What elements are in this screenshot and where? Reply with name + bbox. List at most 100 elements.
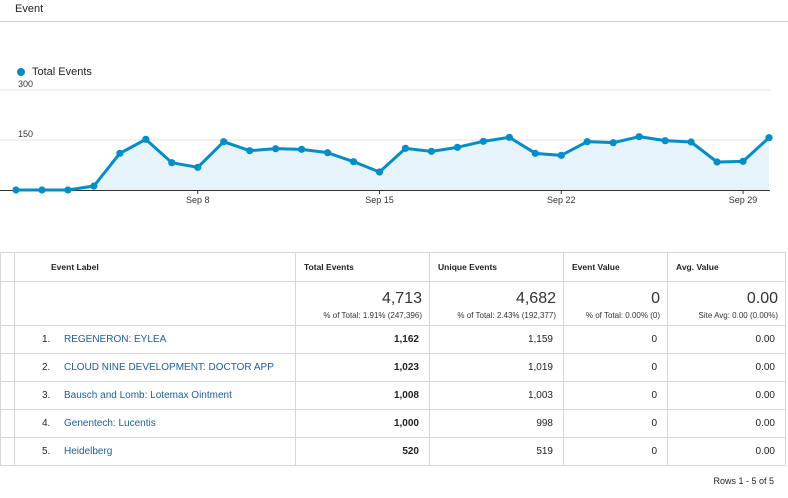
row-unique-events: 1,003 — [429, 381, 564, 410]
row-total-events: 1,008 — [295, 381, 430, 410]
avg-value-value: 0.00 — [746, 290, 778, 307]
row-avg-value: 0.00 — [667, 325, 786, 354]
event-label-link[interactable]: Heidelberg — [64, 446, 113, 457]
data-point[interactable] — [38, 186, 46, 194]
total-events-percent: % of Total: 1.91% (247,396) — [323, 311, 422, 320]
data-point[interactable] — [246, 147, 254, 155]
row-label-cell: 3. Bausch and Lomb: Lotemax Ointment — [14, 381, 296, 410]
row-unique-events: 519 — [429, 437, 564, 466]
column-header-event-value[interactable]: Event Value — [563, 252, 668, 282]
row-label-cell: 2. CLOUD NINE DEVELOPMENT: DOCTOR APP — [14, 353, 296, 382]
row-avg-value: 0.00 — [667, 437, 786, 466]
row-label-cell: 4. Genentech: Lucentis — [14, 409, 296, 438]
data-point[interactable] — [220, 138, 228, 146]
data-point[interactable] — [168, 159, 176, 167]
totals-total-events: 4,713 % of Total: 1.91% (247,396) — [295, 281, 430, 326]
series-line-total-events — [16, 135, 771, 192]
row-unique-events: 1,019 — [429, 353, 564, 382]
report-title: Event — [15, 3, 44, 15]
row-select-cell — [0, 325, 15, 354]
data-point[interactable] — [427, 147, 436, 155]
events-table-wrap: Event Label Total Events Unique Events E… — [0, 252, 788, 466]
data-point[interactable] — [272, 145, 280, 153]
event-label-link[interactable]: Bausch and Lomb: Lotemax Ointment — [64, 390, 232, 401]
row-total-events: 1,000 — [295, 409, 430, 438]
table-row: 3. Bausch and Lomb: Lotemax Ointment 1,00… — [0, 381, 786, 410]
row-select-cell — [0, 353, 15, 382]
y-tick-label: 150 — [18, 129, 33, 139]
row-total-events: 520 — [295, 437, 430, 466]
totals-event-value: 0 % of Total: 0.00% (0) — [563, 281, 668, 326]
data-point[interactable] — [661, 137, 669, 145]
table-header-row: Event Label Total Events Unique Events E… — [0, 252, 786, 282]
data-point[interactable] — [557, 151, 565, 159]
row-total-events: 1,162 — [295, 325, 430, 354]
data-point[interactable] — [323, 149, 332, 157]
data-point[interactable] — [298, 145, 306, 153]
column-header-total-events[interactable]: Total Events — [295, 252, 430, 282]
rows-count: Rows 1 - 5 of 5 — [713, 476, 774, 486]
event-value-value: 0 — [651, 290, 660, 307]
data-point[interactable] — [375, 168, 384, 176]
legend-label: Total Events — [32, 66, 92, 78]
data-point[interactable] — [453, 143, 462, 151]
row-avg-value: 0.00 — [667, 353, 786, 382]
column-header-unique-events[interactable]: Unique Events — [429, 252, 564, 282]
event-label-link[interactable]: Genentech: Lucentis — [64, 418, 156, 429]
event-label-link[interactable]: CLOUD NINE DEVELOPMENT: DOCTOR APP — [64, 362, 274, 373]
table-row: 4. Genentech: Lucentis 1,000 998 0 0.00 — [0, 409, 786, 438]
data-point[interactable] — [505, 133, 513, 141]
row-select-cell — [0, 409, 15, 438]
data-point[interactable] — [713, 158, 721, 166]
row-number: 3. — [42, 390, 51, 401]
data-point[interactable] — [739, 157, 747, 165]
data-point[interactable] — [12, 186, 20, 194]
unique-events-percent: % of Total: 2.43% (192,377) — [457, 311, 556, 320]
unique-events-value: 4,682 — [515, 290, 556, 307]
event-label-link[interactable]: REGENERON: EYLEA — [64, 334, 167, 345]
table-row: 1. REGENERON: EYLEA 1,162 1,159 0 0.00 — [0, 325, 786, 354]
data-point[interactable] — [765, 134, 773, 142]
data-point[interactable] — [142, 135, 150, 143]
chart-legend[interactable]: Total Events — [17, 64, 92, 80]
x-tick-label: Sep 22 — [547, 195, 576, 205]
data-point[interactable] — [349, 158, 358, 166]
row-label-cell: 1. REGENERON: EYLEA — [14, 325, 296, 354]
data-point[interactable] — [116, 149, 124, 157]
data-point[interactable] — [401, 144, 410, 152]
row-select-cell — [0, 437, 15, 466]
row-avg-value: 0.00 — [667, 409, 786, 438]
data-point[interactable] — [609, 139, 617, 147]
data-point[interactable] — [194, 163, 202, 171]
row-unique-events: 1,159 — [429, 325, 564, 354]
data-point[interactable] — [479, 137, 487, 145]
x-tick-label: Sep 29 — [729, 195, 758, 205]
row-number: 4. — [42, 418, 51, 429]
total-events-value: 4,713 — [381, 290, 422, 307]
row-avg-value: 0.00 — [667, 381, 786, 410]
row-event-value: 0 — [563, 409, 668, 438]
report-header: Event — [0, 0, 788, 22]
area-fill — [16, 136, 769, 190]
totals-select-cell — [0, 281, 15, 326]
data-point[interactable] — [635, 133, 643, 141]
row-number: 2. — [42, 362, 51, 373]
total-events-chart[interactable]: 300 150 Sep 8 Sep 15 Sep 22 Sep 29 — [0, 80, 788, 215]
data-point[interactable] — [583, 138, 591, 146]
row-total-events: 1,023 — [295, 353, 430, 382]
row-event-value: 0 — [563, 437, 668, 466]
totals-avg-value: 0.00 Site Avg: 0.00 (0.00%) — [667, 281, 786, 326]
row-event-value: 0 — [563, 381, 668, 410]
data-point[interactable] — [90, 182, 98, 190]
row-number: 5. — [42, 446, 51, 457]
event-value-percent: % of Total: 0.00% (0) — [585, 311, 660, 320]
avg-value-site-avg: Site Avg: 0.00 (0.00%) — [698, 311, 778, 320]
column-header-avg-value[interactable]: Avg. Value — [667, 252, 786, 282]
data-point[interactable] — [687, 138, 695, 146]
totals-row: 4,713 % of Total: 1.91% (247,396) 4,682 … — [0, 281, 786, 326]
data-point[interactable] — [64, 186, 72, 194]
column-header-event-label[interactable]: Event Label — [14, 252, 296, 282]
data-point[interactable] — [531, 149, 539, 157]
x-tick-label: Sep 15 — [365, 195, 394, 205]
totals-label-cell — [14, 281, 296, 326]
